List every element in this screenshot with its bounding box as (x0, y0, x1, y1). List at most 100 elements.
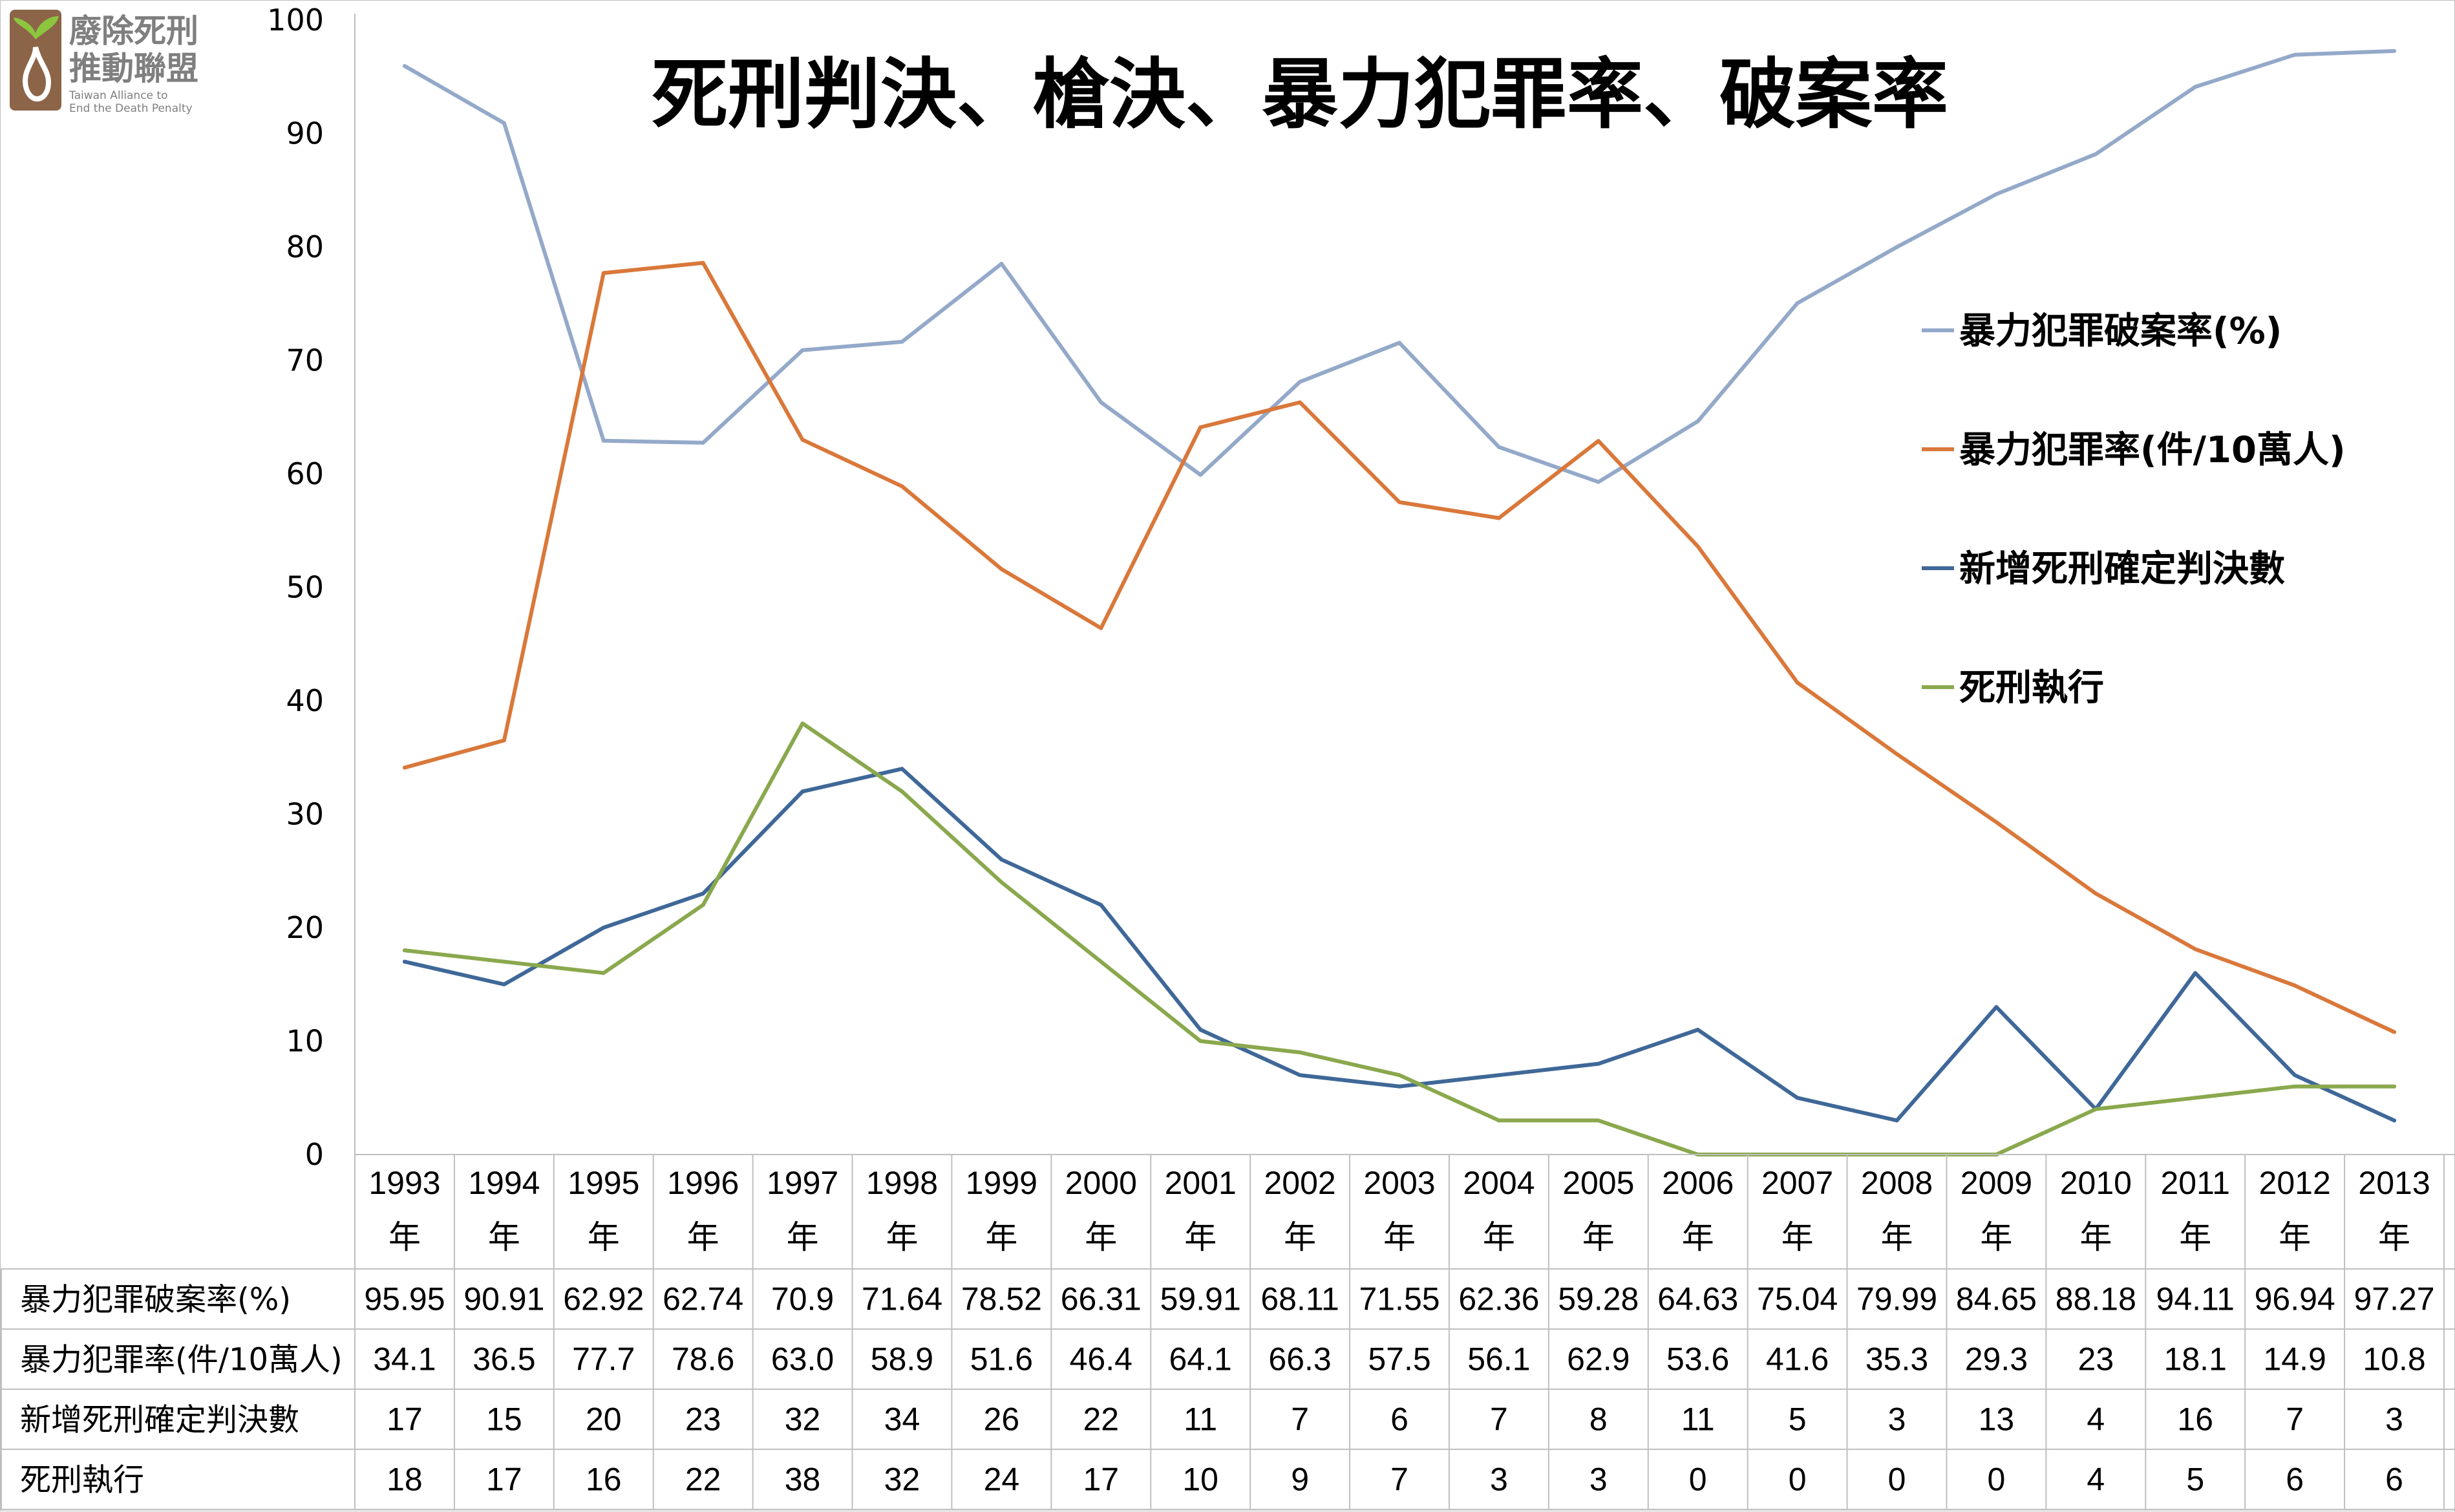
data-point (601, 271, 606, 275)
data-point (1198, 425, 1203, 430)
table-cell: 38 (785, 1462, 821, 1498)
data-point (701, 261, 705, 265)
y-tick-label: 60 (286, 456, 324, 491)
y-tick-label: 40 (286, 683, 324, 718)
logo-english2: End the Death Penalty (69, 102, 193, 115)
data-point (2392, 1084, 2397, 1089)
table-row-label: 新增死刑確定判決數 (20, 1402, 299, 1438)
series-layer (402, 48, 2397, 1156)
data-point (1099, 959, 1103, 964)
data-point (1994, 192, 1999, 197)
table-cell: 7 (1291, 1401, 1309, 1438)
table-cell: 94.11 (2156, 1281, 2235, 1317)
x-tick-label: 2001 (1165, 1165, 1237, 1201)
series-line (403, 721, 2396, 1156)
table-cell: 70.9 (771, 1281, 834, 1317)
chart-title: 死刑判決、槍決、暴力犯罪率、破案率 (652, 50, 1948, 139)
data-point (2293, 52, 2297, 57)
data-point (1398, 341, 1401, 345)
table-cell: 11 (1681, 1401, 1715, 1438)
table-cell: 62.36 (1458, 1281, 1539, 1317)
table-cell: 59.91 (1160, 1281, 1241, 1317)
table-cell: 18 (387, 1462, 423, 1498)
legend-entry: 暴力犯罪破案率(%) (1959, 310, 2282, 352)
data-point (1496, 445, 1501, 449)
x-tick-label: 1999 (966, 1165, 1037, 1201)
y-tick-label: 0 (305, 1137, 324, 1172)
table-cell: 57.5 (1368, 1341, 1430, 1378)
table-cell: 7 (1490, 1401, 1508, 1438)
data-point (1099, 902, 1103, 907)
data-point (701, 440, 705, 445)
table-cell: 51.6 (970, 1341, 1033, 1378)
data-point (1496, 1118, 1501, 1123)
data-point (1298, 379, 1302, 384)
x-tick-label-unit: 年 (2079, 1219, 2112, 1255)
table-cell: 18.1 (2164, 1341, 2227, 1378)
seed-icon (22, 46, 52, 102)
y-tick-label: 50 (286, 570, 324, 605)
x-tick-label: 2013 (2358, 1165, 2430, 1201)
logo-english1: Taiwan Alliance to (69, 89, 167, 102)
data-point (2293, 1073, 2297, 1078)
table-cell: 0 (1888, 1462, 1906, 1498)
data-point (1496, 1073, 1501, 1078)
table-cell: 17 (1083, 1462, 1119, 1498)
data-point (1596, 1118, 1600, 1123)
x-tick-label-unit: 年 (2378, 1219, 2410, 1255)
table-cell: 95.95 (364, 1281, 445, 1317)
table-cell: 10.8 (2363, 1341, 2425, 1378)
table-cell: 3 (1589, 1462, 1608, 1498)
x-tick-label: 1993 (368, 1165, 440, 1201)
data-point (2094, 152, 2098, 156)
x-tick-label-unit: 年 (1483, 1219, 1515, 1255)
data-point (701, 891, 705, 896)
table-cell: 32 (785, 1401, 821, 1438)
x-tick-label: 1996 (667, 1165, 739, 1201)
data-point (1895, 752, 1899, 756)
x-tick-label: 2000 (1065, 1165, 1137, 1201)
x-tick-label: 2011 (2160, 1165, 2230, 1201)
data-point (2392, 48, 2397, 53)
x-tick-label-unit: 年 (1284, 1219, 1316, 1255)
data-point (1298, 1073, 1302, 1078)
data-point (1795, 1096, 1800, 1100)
table-cell: 53.6 (1666, 1341, 1729, 1378)
x-tick-label: 2005 (1562, 1165, 1634, 1201)
table-cell: 34 (884, 1401, 920, 1438)
table-cell: 36.5 (473, 1341, 535, 1378)
data-point (1994, 820, 1999, 824)
table-cell: 3 (1888, 1401, 1906, 1438)
x-tick-label: 1994 (468, 1165, 540, 1201)
table-cell: 24 (984, 1462, 1020, 1498)
x-tick-label: 2006 (1662, 1165, 1734, 1201)
data-point (1895, 245, 1899, 250)
table-cell: 0 (1789, 1462, 1807, 1498)
data-point (800, 348, 805, 352)
table-cell: 64.1 (1169, 1341, 1232, 1378)
table-cell: 78.6 (672, 1341, 734, 1378)
table-cell: 20 (586, 1401, 622, 1438)
table-cell: 77.7 (572, 1341, 635, 1378)
y-tick-label: 80 (286, 229, 324, 264)
data-point (1695, 1027, 1700, 1032)
x-tick-label-unit: 年 (985, 1219, 1017, 1255)
series-line (403, 767, 2396, 1123)
y-tick-label: 30 (286, 797, 324, 832)
y-tick-label: 10 (286, 1024, 324, 1059)
table-cell: 16 (2177, 1401, 2213, 1438)
data-point (1795, 301, 1800, 306)
table-cell: 62.92 (563, 1281, 644, 1317)
table-cell: 14.9 (2263, 1341, 2326, 1378)
x-tick-label: 2009 (1961, 1165, 2032, 1201)
data-point (1198, 1027, 1203, 1032)
data-point (800, 789, 805, 794)
table-cell: 3 (2385, 1401, 2403, 1438)
table-cell: 75.04 (1757, 1281, 1838, 1317)
data-point (1795, 680, 1800, 685)
data-point (2392, 1030, 2397, 1034)
table-row-label: 死刑執行 (20, 1462, 144, 1498)
data-point (800, 438, 805, 442)
table-cell: 0 (1988, 1462, 2006, 1498)
